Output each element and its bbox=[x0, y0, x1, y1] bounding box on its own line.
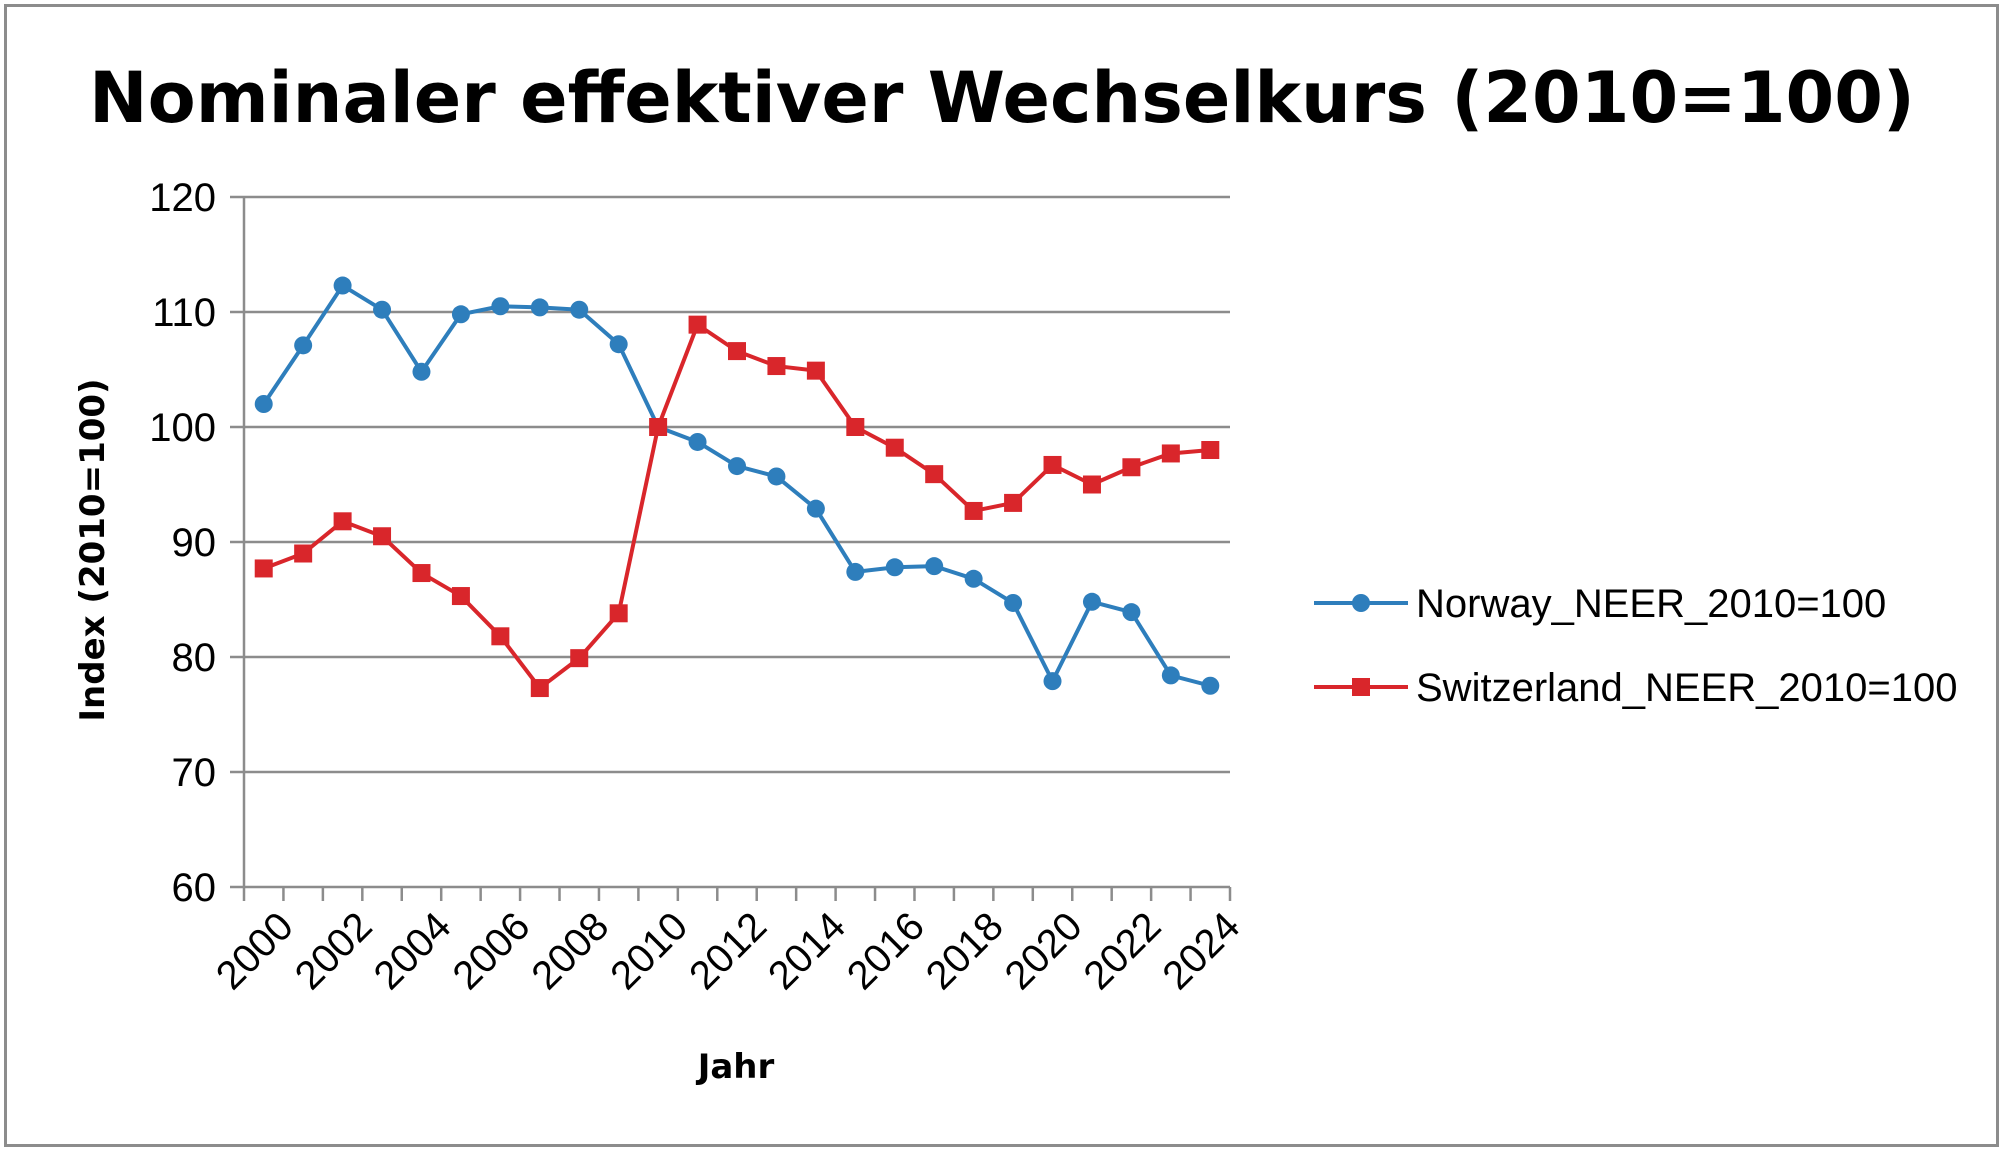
data-point bbox=[570, 300, 589, 319]
data-point bbox=[1082, 592, 1101, 611]
data-point bbox=[451, 587, 470, 606]
series-1 bbox=[254, 315, 1220, 698]
legend-item: Switzerland_NEER_2010=100 bbox=[1314, 666, 1957, 710]
data-point bbox=[688, 315, 707, 334]
data-point bbox=[925, 465, 944, 484]
data-point bbox=[1201, 676, 1220, 695]
x-tick-label: 2012 bbox=[681, 904, 775, 998]
data-point bbox=[1004, 593, 1023, 612]
data-point bbox=[530, 679, 549, 698]
y-tick-label: 90 bbox=[172, 521, 217, 565]
x-tick-label: 2006 bbox=[444, 904, 538, 998]
x-tick-label: 2018 bbox=[918, 904, 1012, 998]
x-tick-label: 2024 bbox=[1154, 904, 1248, 998]
legend: Norway_NEER_2010=100 Switzerland_NEER_201… bbox=[1314, 582, 1957, 710]
data-point bbox=[806, 499, 825, 518]
data-point bbox=[570, 649, 589, 668]
data-point bbox=[728, 342, 746, 361]
data-point bbox=[846, 562, 865, 581]
data-point bbox=[964, 569, 983, 588]
data-point bbox=[925, 557, 944, 576]
data-point bbox=[491, 297, 510, 316]
chart-frame bbox=[4, 4, 1999, 1147]
data-point bbox=[885, 558, 904, 577]
series-layer bbox=[254, 276, 1220, 698]
data-point bbox=[451, 305, 470, 324]
x-tick-label: 2004 bbox=[366, 904, 460, 998]
legend-marker bbox=[1352, 594, 1370, 612]
data-point bbox=[294, 544, 313, 563]
data-point bbox=[1122, 603, 1141, 622]
data-point bbox=[254, 395, 273, 413]
data-point bbox=[688, 432, 707, 451]
data-point bbox=[649, 418, 668, 436]
data-point bbox=[412, 362, 431, 381]
series-line bbox=[263, 322, 1211, 691]
data-point bbox=[1161, 444, 1180, 463]
x-tick-label: 2010 bbox=[602, 904, 696, 998]
y-tick-label: 110 bbox=[152, 291, 216, 335]
data-point bbox=[373, 300, 392, 319]
data-point bbox=[1122, 458, 1141, 477]
data-point bbox=[806, 361, 825, 380]
legend-marker bbox=[1352, 678, 1370, 696]
y-tick-label: 70 bbox=[172, 751, 217, 795]
data-point bbox=[609, 604, 628, 623]
data-point bbox=[1201, 441, 1220, 459]
data-point bbox=[412, 564, 431, 583]
y-tick-labels: 60 70 80 90 100 110 120 bbox=[149, 176, 216, 910]
data-point bbox=[767, 357, 786, 376]
y-tick-label: 100 bbox=[149, 406, 216, 450]
x-tick-label: 2014 bbox=[760, 904, 854, 998]
data-point bbox=[1043, 455, 1062, 474]
x-tick-label: 2002 bbox=[287, 904, 381, 998]
data-point bbox=[767, 467, 786, 486]
data-point bbox=[373, 527, 392, 546]
data-point bbox=[609, 335, 628, 354]
chart-title: Nominaler effektiver Wechselkurs (2010=1… bbox=[89, 57, 1915, 139]
data-point bbox=[294, 336, 313, 355]
legend-label: Norway_NEER_2010=100 bbox=[1416, 582, 1886, 626]
y-axis-title: Index (2010=100) bbox=[73, 378, 113, 721]
data-point bbox=[1043, 672, 1062, 691]
x-tick-label: 2020 bbox=[997, 904, 1091, 998]
data-point bbox=[1004, 493, 1023, 512]
data-point bbox=[530, 298, 549, 317]
data-point bbox=[254, 559, 273, 578]
data-point bbox=[333, 512, 352, 531]
axes bbox=[242, 197, 1232, 901]
legend-label: Switzerland_NEER_2010=100 bbox=[1416, 666, 1957, 710]
x-tick-label: 2016 bbox=[839, 904, 933, 998]
data-point bbox=[728, 457, 746, 476]
y-tick-label: 120 bbox=[149, 176, 216, 220]
data-point bbox=[846, 418, 865, 436]
data-point bbox=[964, 501, 983, 520]
grid-lines bbox=[230, 195, 1230, 889]
series-0 bbox=[254, 276, 1220, 695]
x-tick-label: 2000 bbox=[208, 904, 302, 998]
y-tick-label: 60 bbox=[172, 866, 217, 910]
legend-item: Norway_NEER_2010=100 bbox=[1314, 582, 1886, 626]
x-axis-title: Jahr bbox=[696, 1047, 775, 1087]
x-tick-label: 2008 bbox=[523, 904, 617, 998]
data-point bbox=[885, 438, 904, 457]
data-point bbox=[491, 627, 510, 646]
x-tick-labels: 2000200220042006200820102012201420162018… bbox=[208, 904, 1249, 998]
data-point bbox=[1082, 475, 1101, 494]
y-tick-label: 80 bbox=[172, 636, 217, 680]
data-point bbox=[1161, 666, 1180, 685]
data-point bbox=[333, 276, 352, 295]
x-tick-label: 2022 bbox=[1076, 904, 1170, 998]
